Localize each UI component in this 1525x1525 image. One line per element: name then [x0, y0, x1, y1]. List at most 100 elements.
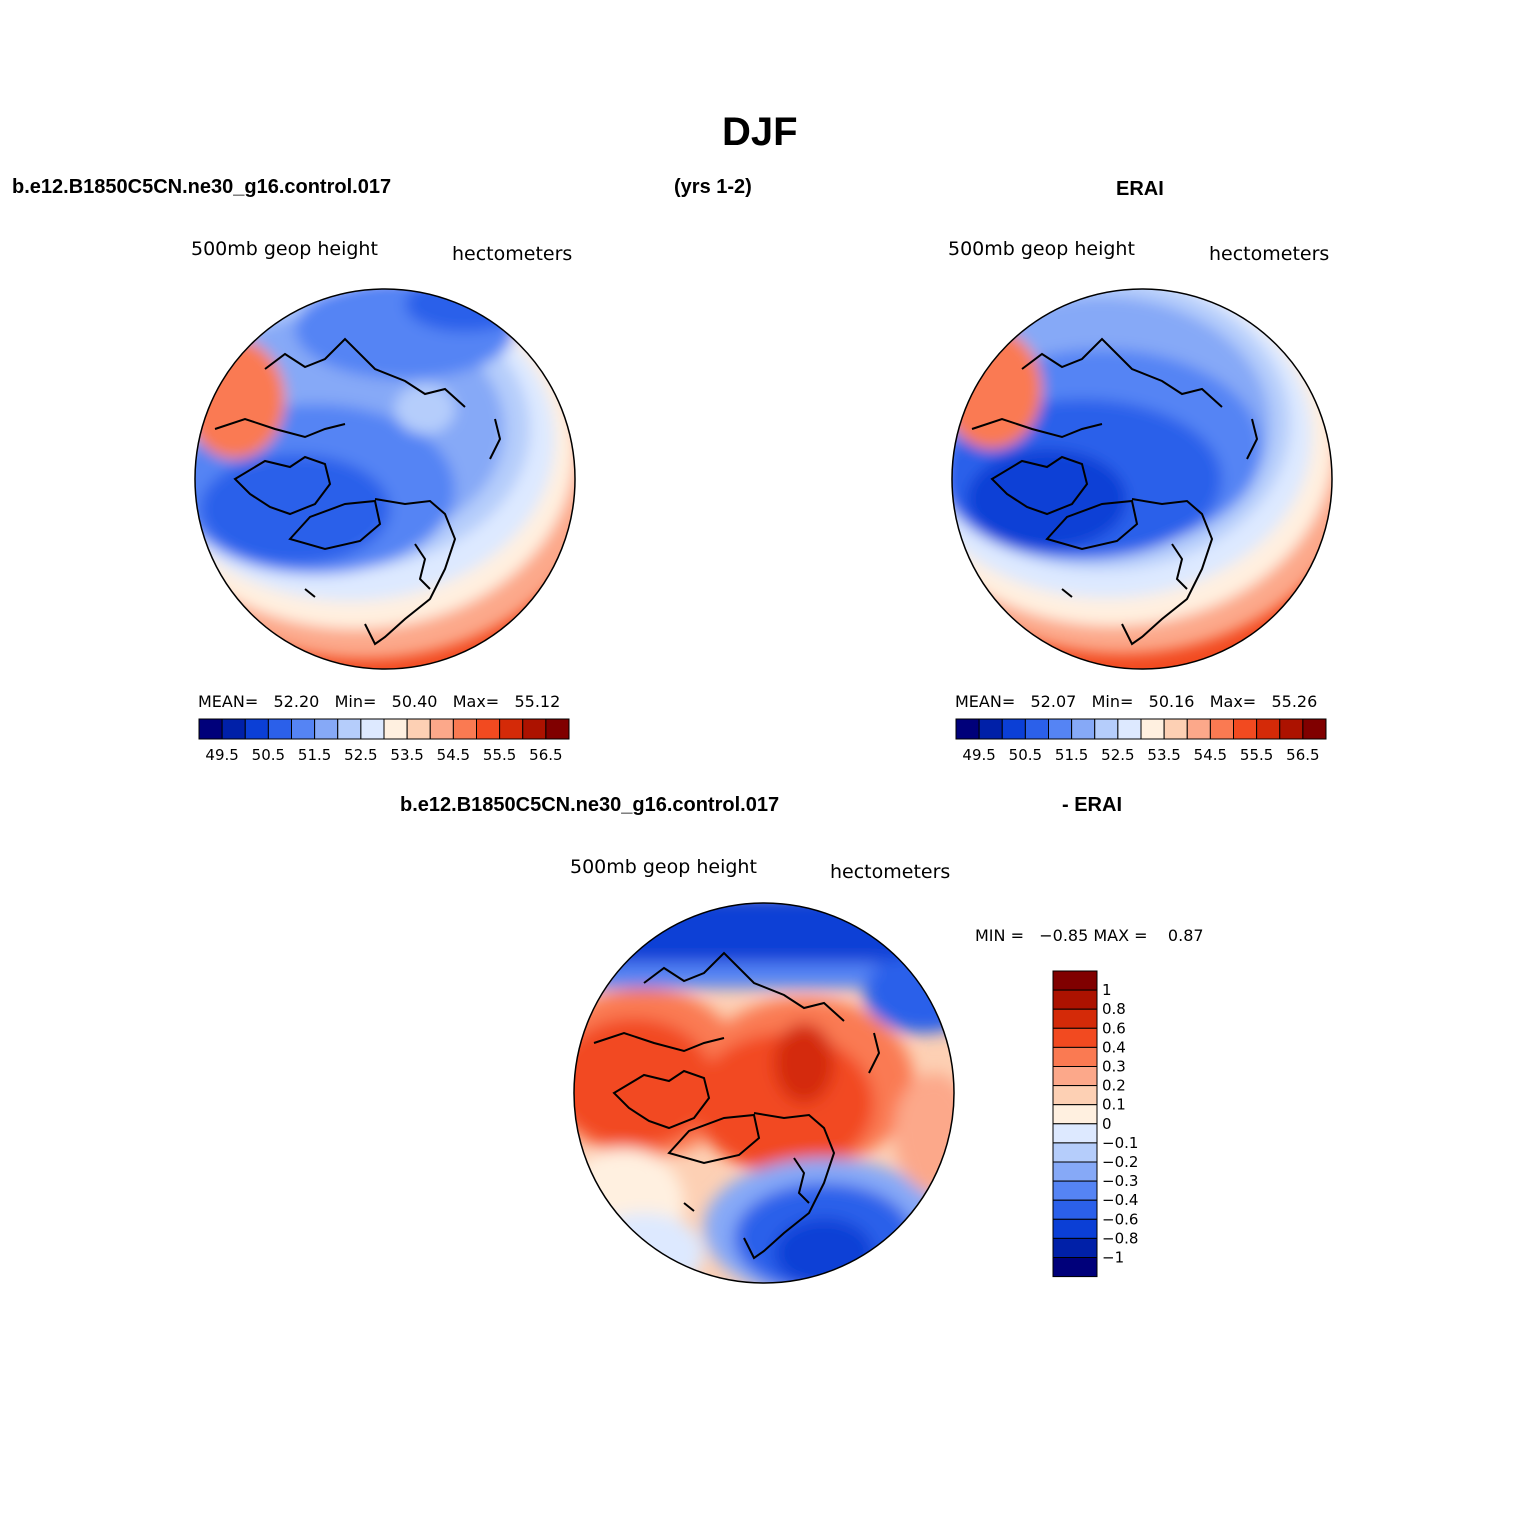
model-stats: MEAN= 52.20 Min= 50.40 Max= 55.12	[198, 692, 560, 711]
colorbar-tick-label: 56.5	[1286, 746, 1319, 764]
colorbar-swatch	[1052, 1142, 1098, 1163]
colorbar-tick-label: 49.5	[962, 746, 995, 764]
colorbar-swatch	[1186, 718, 1211, 740]
colorbar-tick-label: 50.5	[1009, 746, 1042, 764]
obs-name: ERAI	[1116, 178, 1164, 200]
colorbar-swatch	[291, 718, 316, 740]
diff-obs-name: - ERAI	[1062, 794, 1122, 816]
colorbar-tick-label: 50.5	[252, 746, 285, 764]
colorbar-swatch	[337, 718, 362, 740]
model-variable-label: 500mb geop height	[191, 238, 378, 260]
colorbar-swatch	[1052, 989, 1098, 1010]
colorbar-swatch	[499, 718, 524, 740]
colorbar-tick-label: −1	[1102, 1249, 1124, 1267]
model-polar-map	[194, 288, 576, 670]
colorbar-swatch	[955, 718, 980, 740]
colorbar-tick-label: −0.3	[1102, 1172, 1138, 1190]
colorbar-tick-label: 53.5	[1147, 746, 1180, 764]
colorbar-swatch	[1052, 1066, 1098, 1087]
diff-units-label: hectometers	[830, 861, 951, 883]
model-mean-value: 52.20	[273, 692, 320, 711]
colorbar-swatch	[522, 718, 547, 740]
obs-polar-map	[951, 288, 1333, 670]
obs-variable-label: 500mb geop height	[948, 238, 1135, 260]
colorbar-swatch	[545, 718, 570, 740]
model-min-value: 50.40	[391, 692, 438, 711]
colorbar-swatch	[1052, 1161, 1098, 1182]
colorbar-swatch	[1094, 718, 1119, 740]
colorbar-swatch	[1279, 718, 1304, 740]
colorbar-swatch	[1024, 718, 1049, 740]
obs-stats: MEAN= 52.07 Min= 50.16 Max= 55.26	[955, 692, 1317, 711]
colorbar-swatch	[1052, 1199, 1098, 1220]
model-min-label: Min=	[334, 692, 377, 711]
colorbar-tick-label: 0.2	[1102, 1077, 1126, 1095]
model-units-label: hectometers	[452, 243, 573, 265]
obs-mean-value: 52.07	[1030, 692, 1077, 711]
colorbar-swatch	[1052, 1180, 1098, 1201]
model-max-value: 55.12	[514, 692, 561, 711]
obs-min-label: Min=	[1091, 692, 1134, 711]
model-case-name: b.e12.B1850C5CN.ne30_g16.control.017	[12, 176, 392, 198]
colorbar-swatch	[383, 718, 408, 740]
colorbar-swatch	[1233, 718, 1258, 740]
colorbar-swatch	[1117, 718, 1142, 740]
colorbar-tick-label: −0.6	[1102, 1210, 1138, 1228]
colorbar-swatch	[1052, 970, 1098, 991]
colorbar-tick-label: 55.5	[483, 746, 516, 764]
page-title: DJF	[722, 110, 798, 154]
colorbar-swatch	[360, 718, 385, 740]
colorbar-swatch	[244, 718, 269, 740]
colorbar-tick-label: 0	[1102, 1115, 1112, 1133]
diff-case-name: b.e12.B1850C5CN.ne30_g16.control.017	[400, 794, 780, 816]
model-mean-label: MEAN=	[198, 692, 259, 711]
colorbar-tick-label: 51.5	[298, 746, 331, 764]
colorbar-tick-label: 1	[1102, 981, 1112, 999]
model-colorbar: 49.5 50.5 51.5 52.5 53.5 54.5 55.5 56.5	[198, 718, 570, 764]
diff-min-value: −0.85	[1039, 926, 1089, 945]
obs-mean-label: MEAN=	[955, 692, 1016, 711]
colorbar-swatch	[1052, 1085, 1098, 1106]
colorbar-swatch	[978, 718, 1003, 740]
colorbar-tick-label: 54.5	[437, 746, 470, 764]
years-label: (yrs 1-2)	[674, 176, 752, 198]
colorbar-tick-label: −0.1	[1102, 1134, 1138, 1152]
diff-variable-label: 500mb geop height	[570, 856, 757, 878]
diff-colorbar: 10.80.60.4 0.30.20.10−0.1−0.2−0.3−0.4−0.6…	[1052, 970, 1138, 1278]
colorbar-swatch	[1052, 1027, 1098, 1048]
obs-min-value: 50.16	[1148, 692, 1195, 711]
colorbar-swatch	[452, 718, 477, 740]
colorbar-tick-label: 0.4	[1102, 1038, 1126, 1056]
colorbar-swatch	[1256, 718, 1281, 740]
colorbar-swatch	[476, 718, 501, 740]
colorbar-tick-label: −0.8	[1102, 1229, 1138, 1247]
colorbar-tick-label: −0.2	[1102, 1153, 1138, 1171]
obs-max-value: 55.26	[1271, 692, 1318, 711]
colorbar-tick-label: 51.5	[1055, 746, 1088, 764]
diff-stats: MIN = −0.85 MAX = 0.87	[975, 926, 1204, 945]
colorbar-tick-label: 52.5	[344, 746, 377, 764]
colorbar-tick-label: 0.1	[1102, 1096, 1126, 1114]
colorbar-swatch	[1052, 1104, 1098, 1125]
colorbar-tick-label: 0.6	[1102, 1019, 1126, 1037]
colorbar-swatch	[1052, 1123, 1098, 1144]
colorbar-swatch	[1052, 1257, 1098, 1278]
diff-polar-map	[573, 902, 955, 1284]
colorbar-swatch	[1052, 1237, 1098, 1258]
colorbar-swatch	[1163, 718, 1188, 740]
model-max-label: Max=	[452, 692, 500, 711]
colorbar-swatch	[221, 718, 246, 740]
colorbar-swatch	[314, 718, 339, 740]
colorbar-swatch	[429, 718, 454, 740]
colorbar-swatch	[1052, 1008, 1098, 1029]
colorbar-tick-label: 0.3	[1102, 1058, 1126, 1076]
colorbar-swatch	[406, 718, 431, 740]
colorbar-swatch	[1209, 718, 1234, 740]
colorbar-swatch	[1001, 718, 1026, 740]
colorbar-tick-label: 52.5	[1101, 746, 1134, 764]
obs-max-label: Max=	[1209, 692, 1257, 711]
diff-min-label: MIN =	[975, 926, 1024, 945]
diff-max-label: MAX =	[1093, 926, 1148, 945]
colorbar-tick-label: 55.5	[1240, 746, 1273, 764]
colorbar-tick-label: 54.5	[1194, 746, 1227, 764]
